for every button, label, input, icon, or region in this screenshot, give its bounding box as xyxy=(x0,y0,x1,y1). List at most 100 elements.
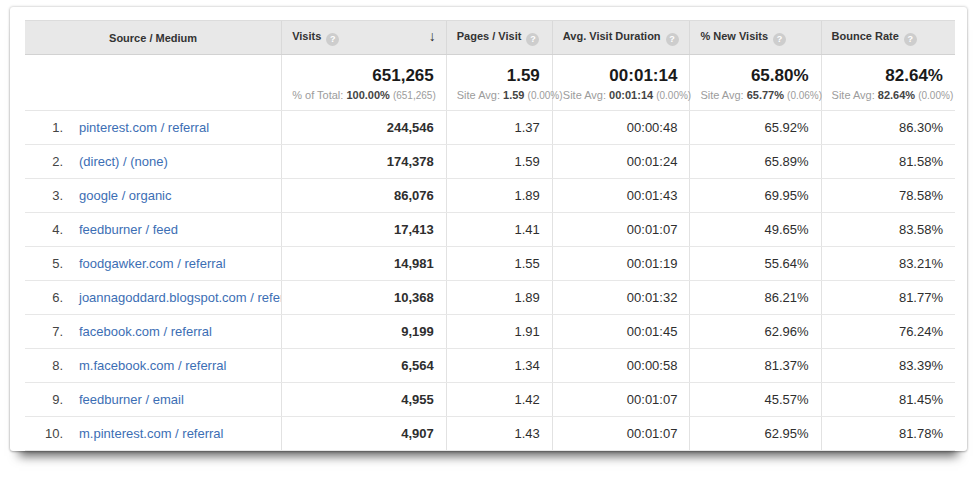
pages-visit-cell: 1.89 xyxy=(446,179,552,213)
column-header-visits[interactable]: Visits? ↓ xyxy=(282,21,447,55)
summary-row: 651,265 % of Total: 100.00% (651,265) 1.… xyxy=(25,55,955,111)
summary-visits-total: 651,265 xyxy=(292,66,434,86)
new-visits-cell: 49.65% xyxy=(690,213,821,247)
visits-cell: 174,378 xyxy=(282,145,447,179)
bounce-rate-cell: 83.39% xyxy=(821,349,955,383)
pages-visit-cell: 1.55 xyxy=(446,247,552,281)
summary-new-visits-total: 65.80% xyxy=(700,66,808,86)
source-medium-cell: 5. foodgawker.com / referral xyxy=(25,247,282,281)
avg-duration-cell: 00:01:19 xyxy=(552,247,690,281)
help-icon[interactable]: ? xyxy=(526,33,539,46)
new-visits-cell: 45.57% xyxy=(690,383,821,417)
column-label: Avg. Visit Duration xyxy=(563,30,661,42)
source-medium-cell: 1. pinterest.com / referral xyxy=(25,111,282,145)
source-medium-cell: 3.google / organic xyxy=(25,179,282,213)
source-medium-link[interactable]: facebook.com / referral xyxy=(79,324,212,339)
column-label: Bounce Rate xyxy=(832,30,899,42)
source-medium-link[interactable]: joannagoddard.blogspot.com / referral xyxy=(79,290,282,305)
table-row: 10.m.pinterest.com / referral 4,907 1.43… xyxy=(25,417,955,451)
pages-visit-cell: 1.43 xyxy=(446,417,552,451)
help-icon[interactable]: ? xyxy=(666,33,679,46)
new-visits-cell: 62.95% xyxy=(690,417,821,451)
help-icon[interactable]: ? xyxy=(904,33,917,46)
new-visits-cell: 69.95% xyxy=(690,179,821,213)
row-rank: 4. xyxy=(35,222,63,237)
summary-bounce-rate-total: 82.64% xyxy=(832,66,943,86)
table-row: 9. feedburner / email 4,955 1.42 00:01:07… xyxy=(25,383,955,417)
summary-avg-duration-sub: Site Avg: 00:01:14 (0.00%) xyxy=(563,89,678,101)
summary-pages-visit-sub: Site Avg: 1.59 (0.00%) xyxy=(457,89,540,101)
summary-visits-cell: 651,265 % of Total: 100.00% (651,265) xyxy=(282,55,447,111)
bounce-rate-cell: 83.58% xyxy=(821,213,955,247)
visits-cell: 14,981 xyxy=(282,247,447,281)
help-icon[interactable]: ? xyxy=(773,33,786,46)
source-medium-table: Source / Medium Visits? ↓ Pages / Visit?… xyxy=(25,20,955,451)
bounce-rate-cell: 76.24% xyxy=(821,315,955,349)
table-row: 8.m.facebook.com / referral 6,564 1.34 0… xyxy=(25,349,955,383)
summary-bounce-rate-cell: 82.64% Site Avg: 82.64% (0.00%) xyxy=(821,55,955,111)
source-medium-cell: 6. joannagoddard.blogspot.com / referral xyxy=(25,281,282,315)
new-visits-cell: 65.89% xyxy=(690,145,821,179)
visits-cell: 10,368 xyxy=(282,281,447,315)
row-rank: 9. xyxy=(35,392,63,407)
source-medium-link[interactable]: pinterest.com / referral xyxy=(79,120,209,135)
avg-duration-cell: 00:01:07 xyxy=(552,383,690,417)
visits-cell: 4,955 xyxy=(282,383,447,417)
source-medium-link[interactable]: (direct) / (none) xyxy=(79,154,168,169)
visits-cell: 4,907 xyxy=(282,417,447,451)
source-medium-cell: 9. feedburner / email xyxy=(25,383,282,417)
table-row: 7.facebook.com / referral 9,199 1.91 00:… xyxy=(25,315,955,349)
bounce-rate-cell: 81.45% xyxy=(821,383,955,417)
bounce-rate-cell: 81.58% xyxy=(821,145,955,179)
source-medium-link[interactable]: feedburner / email xyxy=(79,392,184,407)
visits-cell: 6,564 xyxy=(282,349,447,383)
column-header-pages-visit[interactable]: Pages / Visit? xyxy=(446,21,552,55)
table-row: 5.foodgawker.com / referral 14,981 1.55 … xyxy=(25,247,955,281)
row-rank: 8. xyxy=(35,358,63,373)
avg-duration-cell: 00:00:48 xyxy=(552,111,690,145)
avg-duration-cell: 00:01:07 xyxy=(552,213,690,247)
summary-pages-visit-cell: 1.59 Site Avg: 1.59 (0.00%) xyxy=(446,55,552,111)
column-header-bounce-rate[interactable]: Bounce Rate? xyxy=(821,21,955,55)
row-rank: 2. xyxy=(35,154,63,169)
help-icon[interactable]: ? xyxy=(326,33,339,46)
source-medium-link[interactable]: m.facebook.com / referral xyxy=(79,358,226,373)
row-rank: 5. xyxy=(35,256,63,271)
avg-duration-cell: 00:01:07 xyxy=(552,417,690,451)
analytics-table-card: Source / Medium Visits? ↓ Pages / Visit?… xyxy=(10,7,967,451)
visits-cell: 244,546 xyxy=(282,111,447,145)
summary-bounce-rate-sub: Site Avg: 82.64% (0.00%) xyxy=(832,89,943,101)
table-row: 2.(direct) / (none) 174,378 1.59 00:01:2… xyxy=(25,145,955,179)
bounce-rate-cell: 86.30% xyxy=(821,111,955,145)
summary-visits-sub: % of Total: 100.00% (651,265) xyxy=(292,89,434,101)
visits-cell: 9,199 xyxy=(282,315,447,349)
new-visits-cell: 81.37% xyxy=(690,349,821,383)
column-header-new-visits[interactable]: % New Visits? xyxy=(690,21,821,55)
new-visits-cell: 65.92% xyxy=(690,111,821,145)
visits-cell: 17,413 xyxy=(282,213,447,247)
column-header-source-medium[interactable]: Source / Medium xyxy=(25,21,282,55)
row-rank: 6. xyxy=(35,290,63,305)
sort-descending-icon: ↓ xyxy=(429,30,436,43)
source-medium-link[interactable]: google / organic xyxy=(79,188,172,203)
column-header-avg-visit-duration[interactable]: Avg. Visit Duration? xyxy=(552,21,690,55)
table-row: 6.joannagoddard.blogspot.com / referral … xyxy=(25,281,955,315)
pages-visit-cell: 1.59 xyxy=(446,145,552,179)
summary-avg-duration-cell: 00:01:14 Site Avg: 00:01:14 (0.00%) xyxy=(552,55,690,111)
new-visits-cell: 86.21% xyxy=(690,281,821,315)
pages-visit-cell: 1.34 xyxy=(446,349,552,383)
column-label: Pages / Visit xyxy=(457,30,522,42)
summary-avg-duration-total: 00:01:14 xyxy=(563,66,678,86)
summary-new-visits-sub: Site Avg: 65.77% (0.06%) xyxy=(700,89,808,101)
source-medium-link[interactable]: m.pinterest.com / referral xyxy=(79,426,224,441)
source-medium-link[interactable]: foodgawker.com / referral xyxy=(79,256,226,271)
row-rank: 1. xyxy=(35,120,63,135)
pages-visit-cell: 1.42 xyxy=(446,383,552,417)
source-medium-link[interactable]: feedburner / feed xyxy=(79,222,178,237)
pages-visit-cell: 1.91 xyxy=(446,315,552,349)
source-medium-cell: 7.facebook.com / referral xyxy=(25,315,282,349)
source-medium-cell: 2. (direct) / (none) xyxy=(25,145,282,179)
pages-visit-cell: 1.37 xyxy=(446,111,552,145)
table-row: 3.google / organic 86,076 1.89 00:01:43 … xyxy=(25,179,955,213)
avg-duration-cell: 00:01:43 xyxy=(552,179,690,213)
